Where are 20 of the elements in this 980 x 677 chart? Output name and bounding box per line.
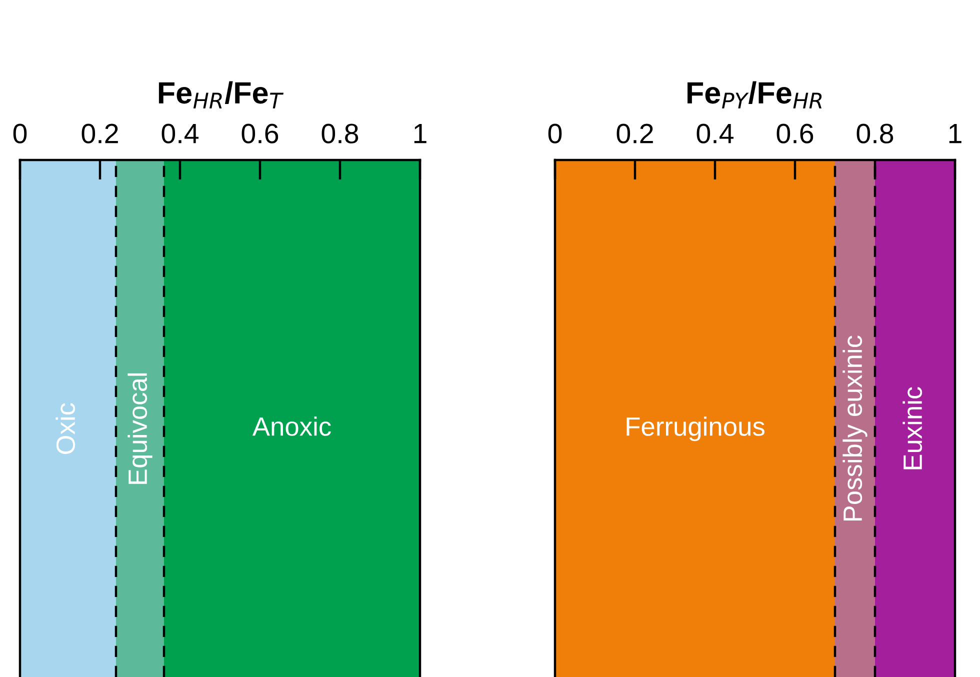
chart-title: Fe$_{PY}$/Fe$_{HR}$ xyxy=(688,81,822,108)
series-label: Possibly euxinic xyxy=(842,336,868,521)
series-label: Equivocal xyxy=(128,373,152,484)
x-tick-label: 0.2 xyxy=(82,124,118,144)
x-tick-label: 0.6 xyxy=(242,124,278,144)
x-tick-label: 0.4 xyxy=(696,124,734,144)
series-label: Euxinic xyxy=(902,387,922,470)
x-tick-label: 0.8 xyxy=(322,124,358,144)
x-tick-label: 0.2 xyxy=(616,124,653,144)
series-label: Anoxic xyxy=(252,416,331,436)
x-tick-label: 1 xyxy=(414,124,426,144)
chart-title: Fe$_{HR}$/Fe$_{T}$ xyxy=(158,81,284,108)
x-tick-label: 0.4 xyxy=(162,124,198,144)
x-tick-label: 0 xyxy=(13,124,27,144)
x-tick-label: 0.8 xyxy=(856,124,894,144)
x-tick-label: 0.6 xyxy=(776,124,814,144)
x-tick-label: 1 xyxy=(949,124,962,144)
x-tick-label: 0 xyxy=(548,124,562,144)
series-label: Ferruginous xyxy=(626,416,764,442)
series-label: Oxic xyxy=(56,403,76,454)
